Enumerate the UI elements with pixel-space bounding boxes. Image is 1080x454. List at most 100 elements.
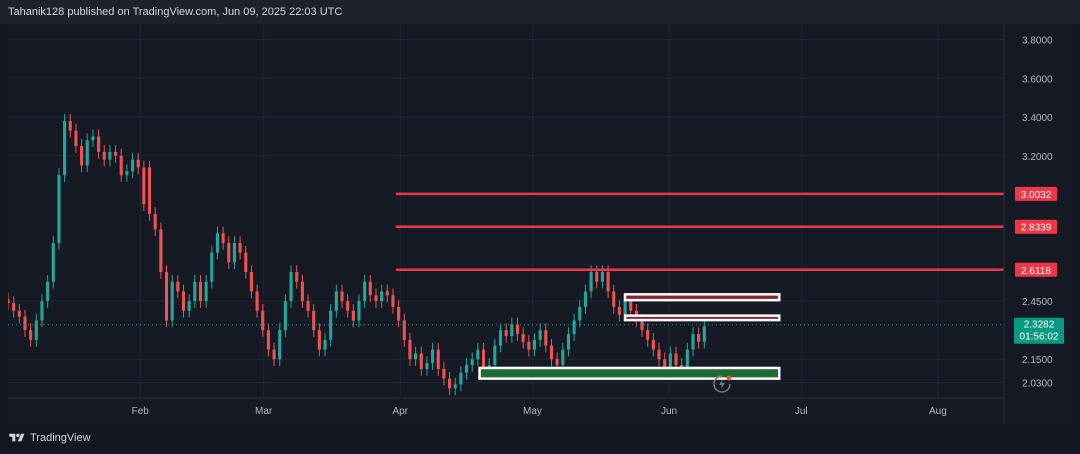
demand-zone bbox=[478, 366, 781, 380]
candle bbox=[142, 167, 146, 205]
candle bbox=[91, 136, 95, 141]
candle bbox=[515, 324, 520, 335]
candle bbox=[481, 349, 486, 373]
candle bbox=[448, 378, 452, 389]
current-price-label: 2.3282 bbox=[1024, 320, 1055, 331]
level-price-label: 2.6118 bbox=[1021, 266, 1051, 277]
time-tick-label: Apr bbox=[392, 406, 408, 417]
candle bbox=[74, 130, 78, 147]
candle bbox=[408, 339, 412, 360]
candle bbox=[561, 349, 565, 366]
candle bbox=[674, 353, 678, 366]
candle bbox=[431, 349, 435, 364]
candle bbox=[380, 291, 384, 302]
candle bbox=[300, 281, 304, 302]
candle bbox=[651, 339, 655, 350]
candle bbox=[357, 301, 361, 321]
lightning-bolt-icon bbox=[718, 379, 725, 389]
candle bbox=[493, 345, 497, 366]
candle bbox=[130, 159, 135, 172]
candle bbox=[232, 242, 237, 263]
candle bbox=[510, 324, 514, 336]
candle bbox=[97, 136, 101, 152]
candle bbox=[414, 353, 418, 360]
candle bbox=[504, 330, 508, 336]
level-price-label: 2.8339 bbox=[1021, 223, 1052, 234]
level-price-tag bbox=[1015, 186, 1057, 201]
candle bbox=[453, 384, 457, 389]
notification-dot-icon bbox=[726, 375, 732, 381]
candle bbox=[306, 301, 310, 311]
candle bbox=[538, 330, 542, 340]
candle bbox=[176, 281, 180, 292]
candle bbox=[159, 229, 163, 273]
candle bbox=[385, 291, 389, 296]
level-price-tag bbox=[1015, 219, 1057, 234]
price-tick-label: 2.1500 bbox=[1022, 355, 1053, 366]
candle bbox=[119, 155, 123, 176]
price-tick-label: 3.4000 bbox=[1022, 113, 1053, 124]
candles bbox=[6, 114, 1004, 396]
tradingview-logo-icon bbox=[9, 433, 25, 442]
candle bbox=[640, 320, 644, 331]
candle bbox=[51, 242, 55, 282]
candle bbox=[136, 159, 140, 168]
bar-countdown: 01:56:02 bbox=[1020, 332, 1059, 343]
candle bbox=[283, 301, 287, 331]
candle bbox=[600, 272, 604, 282]
candle bbox=[663, 359, 667, 369]
price-tick-label: 3.6000 bbox=[1022, 74, 1053, 85]
candle bbox=[215, 233, 220, 253]
candle bbox=[204, 281, 208, 302]
candle bbox=[340, 291, 344, 302]
candle bbox=[368, 281, 372, 296]
candle bbox=[425, 363, 429, 369]
chart-panel[interactable]: 2.0300 2.1500 2.3282 01:56:02 2.4500 2.6118 2.… bbox=[6, 24, 1072, 424]
candle bbox=[34, 320, 38, 340]
time-tick-label: Mar bbox=[255, 406, 273, 417]
candle bbox=[266, 330, 270, 350]
candle bbox=[470, 359, 474, 366]
candle bbox=[346, 301, 350, 311]
candle bbox=[40, 301, 44, 321]
candle bbox=[147, 167, 152, 214]
candle bbox=[181, 291, 186, 311]
candle bbox=[391, 295, 395, 307]
candle bbox=[193, 281, 197, 302]
candle bbox=[6, 299, 10, 304]
candle bbox=[102, 151, 106, 160]
candle bbox=[459, 372, 463, 385]
candle bbox=[363, 281, 367, 302]
candle bbox=[351, 310, 355, 321]
candle bbox=[612, 291, 616, 307]
current-price-tag bbox=[1014, 317, 1064, 344]
watermark bbox=[713, 375, 732, 393]
candle bbox=[583, 291, 587, 307]
candle bbox=[187, 301, 191, 311]
candle bbox=[249, 272, 253, 292]
candle bbox=[221, 233, 225, 243]
candle bbox=[668, 353, 672, 369]
candle bbox=[198, 281, 203, 302]
candle bbox=[606, 272, 610, 292]
tradingview-brand[interactable]: TradingView bbox=[8, 432, 91, 444]
candle bbox=[317, 330, 321, 350]
candle bbox=[402, 320, 406, 340]
supply-zone bbox=[623, 293, 781, 302]
candle bbox=[532, 339, 537, 350]
candle bbox=[164, 272, 169, 321]
candle bbox=[295, 272, 299, 282]
zones bbox=[478, 293, 781, 380]
candle bbox=[476, 349, 480, 360]
time-tick-label: Jul bbox=[795, 406, 808, 417]
candle bbox=[578, 306, 582, 321]
candle bbox=[108, 151, 112, 160]
candle bbox=[702, 326, 706, 342]
candle bbox=[68, 120, 72, 131]
footer: TradingView bbox=[0, 424, 1080, 454]
grid bbox=[8, 24, 1004, 398]
candle bbox=[114, 151, 118, 156]
candle bbox=[170, 281, 174, 321]
candle bbox=[153, 213, 157, 230]
